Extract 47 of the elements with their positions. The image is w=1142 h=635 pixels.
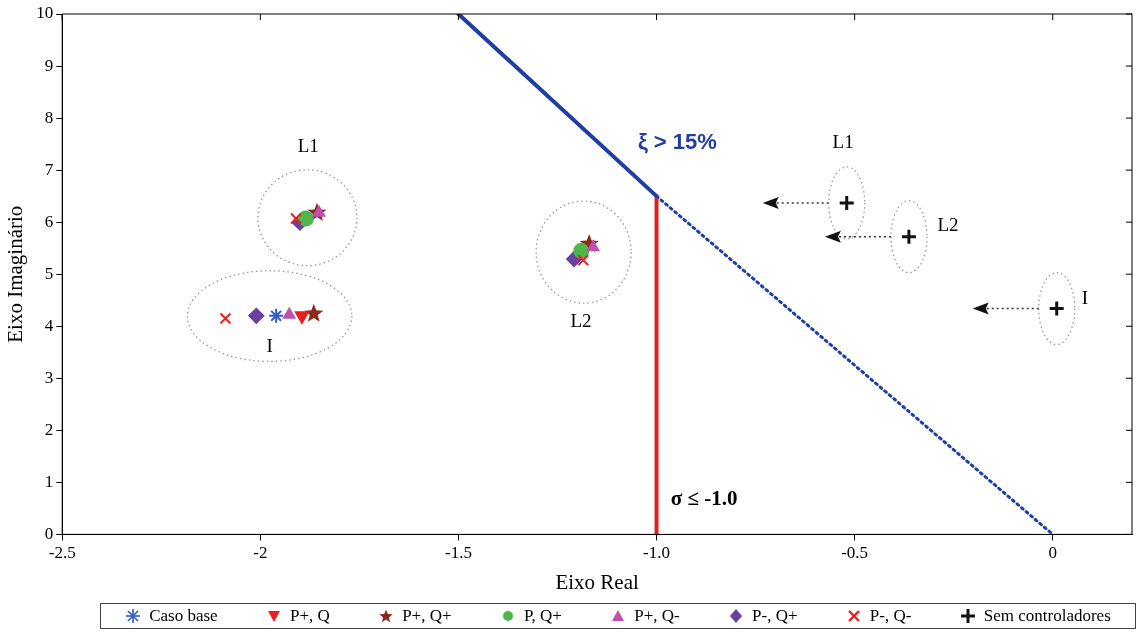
annotation: L1 <box>832 131 854 153</box>
legend-label: P+, Q- <box>634 606 680 626</box>
point <box>283 307 296 319</box>
annotation: L1 <box>297 135 319 157</box>
legend-label: P-, Q- <box>869 606 912 626</box>
point <box>294 311 309 324</box>
legend-label: P+, Q+ <box>402 606 452 626</box>
legend-label: P-, Q+ <box>752 606 798 626</box>
y-tick-label: 4 <box>44 315 54 335</box>
point <box>900 228 918 246</box>
legend-label: Caso base <box>149 606 218 626</box>
y-axis-title: Eixo Imaginário <box>3 205 28 343</box>
x-tick-label: 0 <box>1048 543 1058 563</box>
y-tick-label: 10 <box>36 3 54 23</box>
legend-label: P, Q+ <box>523 606 562 626</box>
point <box>838 194 856 212</box>
legend-label: Sem controladores <box>983 606 1111 626</box>
x-tick-label: -1.0 <box>643 543 670 563</box>
point <box>297 210 314 227</box>
y-tick-label: 2 <box>44 419 54 439</box>
x-tick-label: -1.5 <box>444 543 472 563</box>
y-tick-label: 0 <box>44 523 54 543</box>
y-tick-label: 9 <box>44 55 54 75</box>
annotation: I <box>266 335 273 357</box>
point <box>268 307 285 324</box>
point <box>248 307 265 324</box>
x-tick-label: -2 <box>253 543 268 563</box>
y-tick-label: 3 <box>44 367 54 387</box>
legend-label: P+, Q <box>289 606 330 626</box>
y-tick-label: 1 <box>44 471 54 491</box>
point <box>577 254 590 267</box>
annotation: I <box>1081 287 1089 309</box>
y-tick-label: 8 <box>44 107 54 127</box>
annotation: σ ≤ -1.0 <box>670 486 738 511</box>
x-tick-label: -2.5 <box>48 543 76 563</box>
x-tick-label: -0.5 <box>841 543 869 563</box>
annotation: ξ > 15% <box>637 129 717 155</box>
y-tick-label: 5 <box>44 263 54 283</box>
point <box>573 242 590 259</box>
point <box>219 312 232 325</box>
annotation: L2 <box>570 309 592 331</box>
y-tick-label: 6 <box>44 211 54 231</box>
x-axis-title: Eixo Real <box>555 569 639 594</box>
annotation: L2 <box>937 213 959 235</box>
y-tick-label: 7 <box>44 159 54 179</box>
point <box>1048 300 1066 318</box>
point <box>290 212 302 225</box>
